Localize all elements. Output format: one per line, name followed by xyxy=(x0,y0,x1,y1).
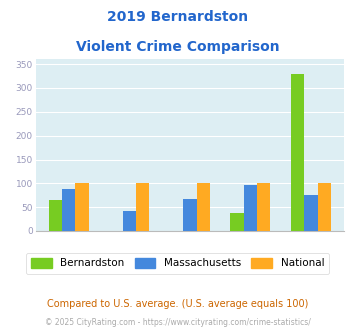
Bar xyxy=(318,183,331,231)
Bar xyxy=(123,211,136,231)
Bar xyxy=(62,189,76,231)
Bar xyxy=(244,185,257,231)
Bar xyxy=(49,200,62,231)
Text: 2019 Bernardston: 2019 Bernardston xyxy=(107,10,248,24)
Text: Compared to U.S. average. (U.S. average equals 100): Compared to U.S. average. (U.S. average … xyxy=(47,299,308,309)
Bar xyxy=(291,74,304,231)
Bar xyxy=(304,195,318,231)
Text: Violent Crime Comparison: Violent Crime Comparison xyxy=(76,40,279,53)
Bar xyxy=(136,183,149,231)
Bar xyxy=(76,183,89,231)
Legend: Bernardston, Massachusetts, National: Bernardston, Massachusetts, National xyxy=(26,253,329,274)
Bar xyxy=(230,213,244,231)
Bar xyxy=(197,183,210,231)
Text: © 2025 CityRating.com - https://www.cityrating.com/crime-statistics/: © 2025 CityRating.com - https://www.city… xyxy=(45,318,310,327)
Bar xyxy=(257,183,271,231)
Bar xyxy=(183,199,197,231)
